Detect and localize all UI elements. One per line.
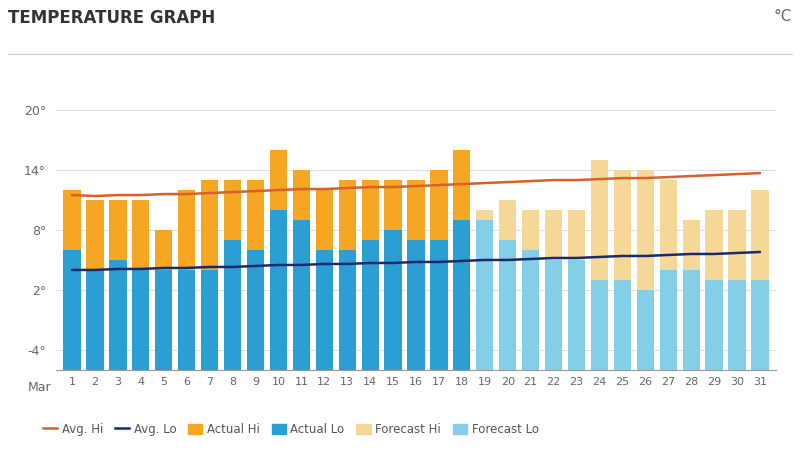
Bar [110, 260, 126, 370]
Bar [201, 270, 218, 370]
Bar [338, 180, 356, 250]
Bar [660, 180, 677, 270]
Bar [568, 210, 585, 260]
Bar [362, 240, 378, 370]
Text: TEMPERATURE GRAPH: TEMPERATURE GRAPH [8, 9, 215, 27]
Legend: Avg. Hi, Avg. Lo, Actual Hi, Actual Lo, Forecast Hi, Forecast Lo: Avg. Hi, Avg. Lo, Actual Hi, Actual Lo, … [38, 418, 543, 441]
Bar [454, 150, 470, 220]
Bar [729, 210, 746, 280]
Bar [729, 280, 746, 370]
Bar [178, 190, 195, 270]
Bar [293, 220, 310, 370]
Bar [63, 190, 81, 250]
Bar [270, 150, 287, 210]
Bar [660, 270, 677, 370]
Bar [110, 200, 126, 260]
Bar [751, 280, 769, 370]
Bar [614, 170, 631, 280]
Bar [86, 200, 103, 270]
Bar [224, 240, 241, 370]
Bar [682, 270, 700, 370]
Bar [591, 280, 608, 370]
Bar [545, 210, 562, 260]
Bar [637, 290, 654, 370]
Bar [454, 220, 470, 370]
Bar [316, 250, 333, 370]
Bar [86, 270, 103, 370]
Bar [751, 190, 769, 280]
Bar [522, 250, 539, 370]
Bar [385, 180, 402, 230]
Bar [706, 280, 722, 370]
Bar [682, 220, 700, 270]
Bar [407, 180, 425, 240]
Bar [545, 260, 562, 370]
Bar [499, 200, 516, 240]
Bar [338, 250, 356, 370]
Bar [706, 210, 722, 280]
Bar [476, 210, 494, 220]
Bar [224, 180, 241, 240]
Bar [362, 180, 378, 240]
Bar [614, 280, 631, 370]
Bar [178, 270, 195, 370]
Bar [591, 160, 608, 280]
Bar [132, 200, 150, 270]
Bar [522, 210, 539, 250]
Text: °C: °C [774, 9, 792, 24]
Bar [247, 180, 264, 250]
Bar [132, 270, 150, 370]
Bar [430, 170, 447, 240]
Bar [407, 240, 425, 370]
Text: Mar: Mar [28, 381, 52, 394]
Bar [499, 240, 516, 370]
Bar [476, 220, 494, 370]
Bar [637, 170, 654, 290]
Bar [155, 270, 172, 370]
Bar [568, 260, 585, 370]
Bar [430, 240, 447, 370]
Bar [316, 190, 333, 250]
Bar [270, 210, 287, 370]
Bar [155, 230, 172, 270]
Bar [63, 250, 81, 370]
Bar [293, 170, 310, 220]
Bar [247, 250, 264, 370]
Bar [201, 180, 218, 270]
Bar [385, 230, 402, 370]
